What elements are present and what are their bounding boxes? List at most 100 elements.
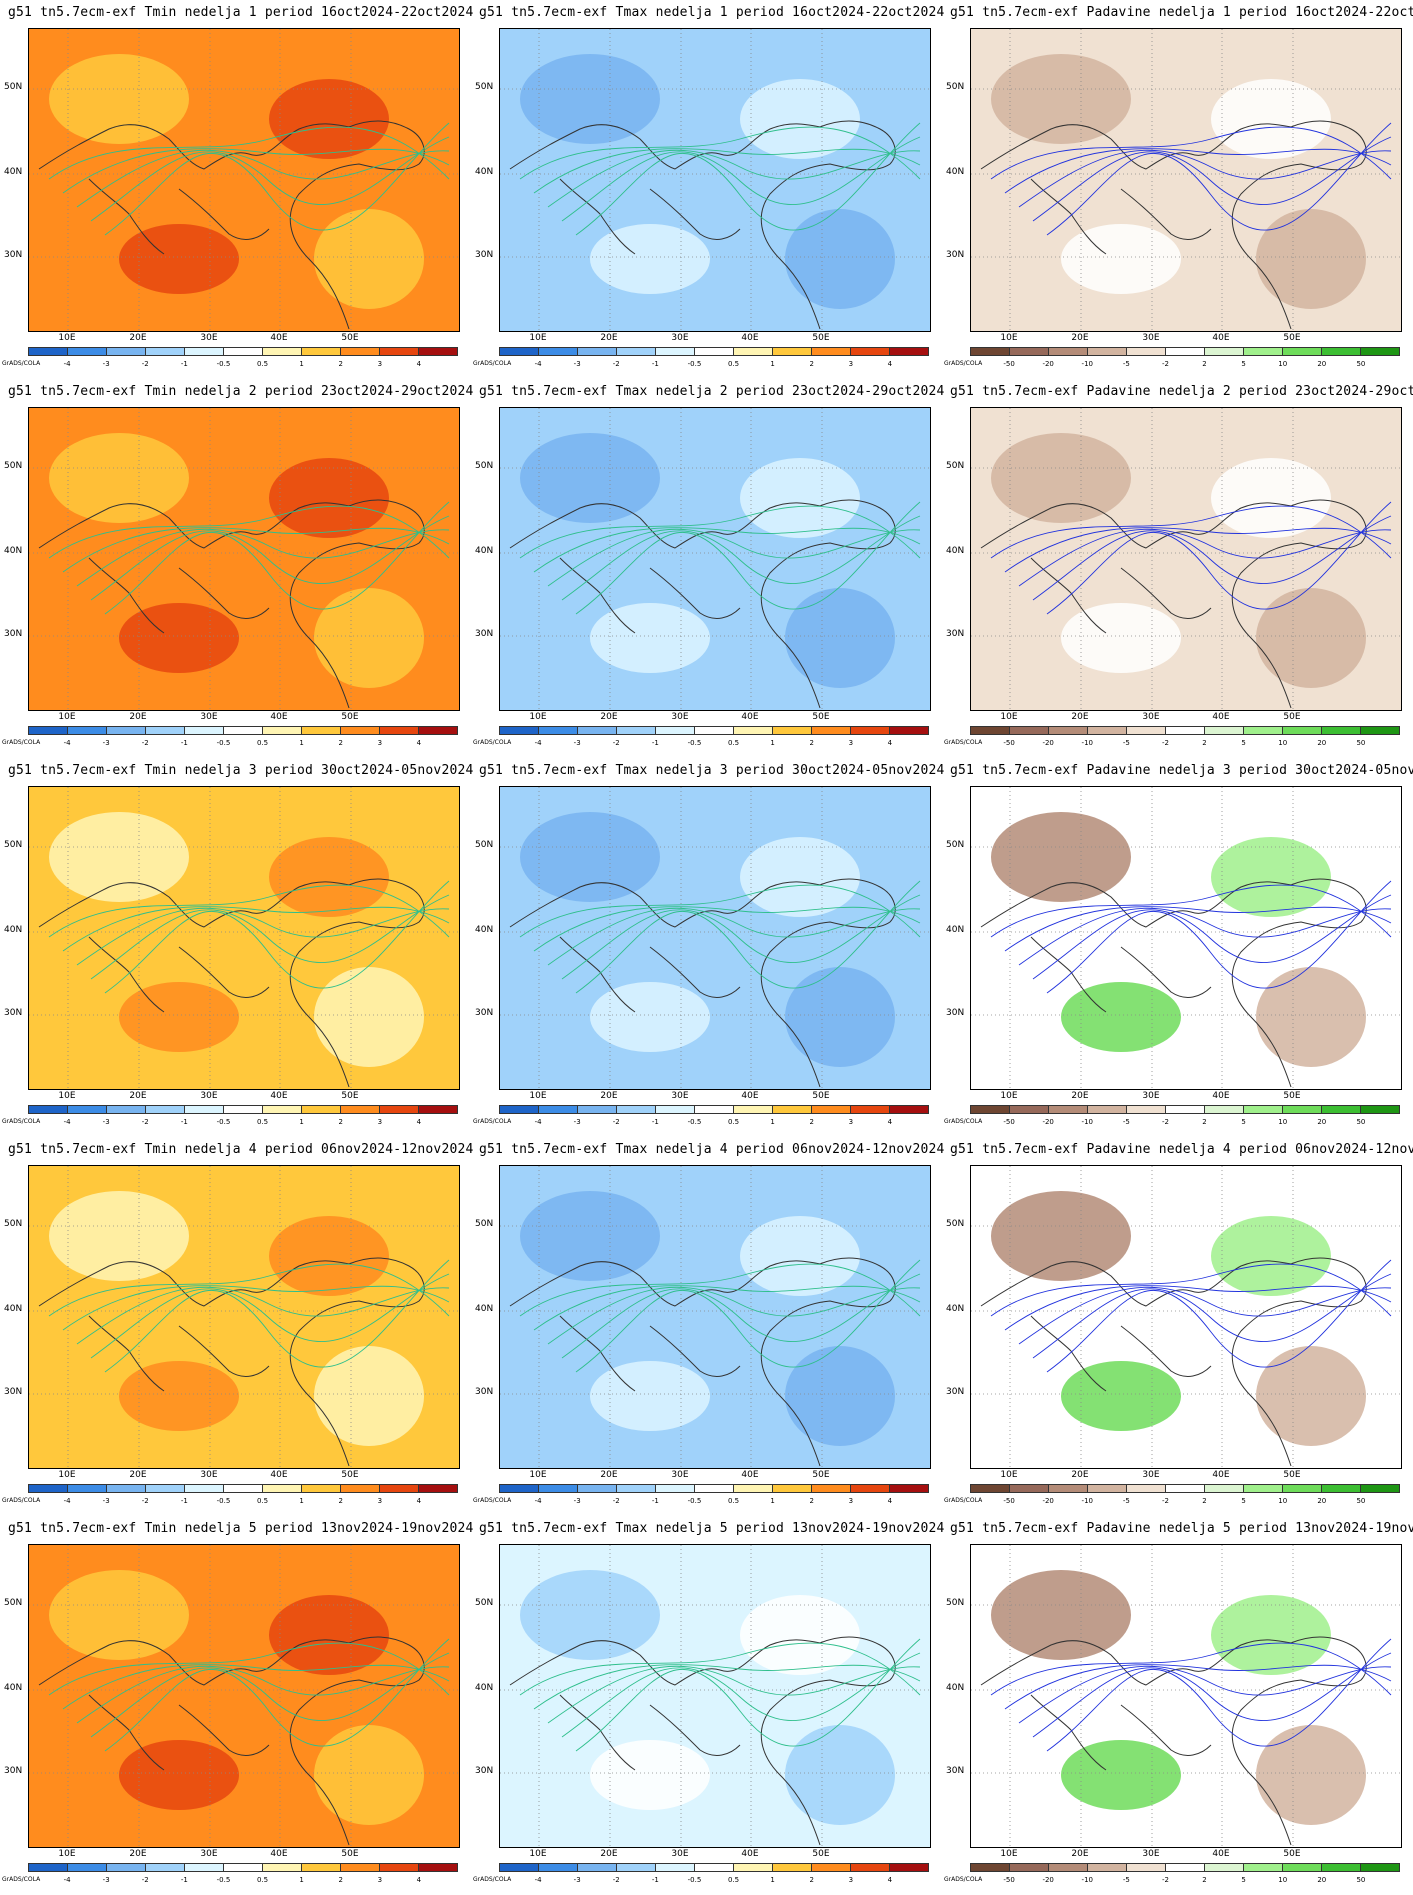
latitude-label: 50N bbox=[4, 461, 23, 471]
color-scale-tick: 2 bbox=[809, 739, 814, 747]
color-scale-tick: 4 bbox=[416, 739, 422, 747]
color-scale-swatch bbox=[1361, 1485, 1399, 1492]
contour-line bbox=[561, 515, 921, 601]
grads-credit: GrADS/COLA bbox=[2, 1497, 41, 1504]
color-scale-tick: -1 bbox=[180, 1876, 188, 1884]
anomaly-patch bbox=[269, 458, 389, 538]
color-scale-swatch bbox=[890, 1485, 928, 1492]
panel-title: g51 tn5.7ecm-exf Tmin nedelja 4 period 0… bbox=[8, 1142, 474, 1157]
color-scale-tick: 2 bbox=[809, 360, 814, 368]
panel-title: g51 tn5.7ecm-exf Tmax nedelja 4 period 0… bbox=[479, 1142, 945, 1157]
longitude-label: 50E bbox=[1283, 1849, 1301, 1859]
color-scale-tick: -4 bbox=[63, 1876, 71, 1884]
latitude-label: 40N bbox=[946, 1304, 965, 1314]
contour-line bbox=[1018, 1665, 1392, 1724]
color-scale-swatch bbox=[971, 348, 1010, 355]
latitude-label: 50N bbox=[946, 1598, 965, 1608]
map-overlay bbox=[500, 787, 930, 1089]
color-scale-tick: -50 bbox=[1003, 1876, 1015, 1884]
longitude-label: 50E bbox=[341, 1849, 359, 1859]
color-scale-tick: -3 bbox=[102, 1118, 110, 1126]
latitude-label: 50N bbox=[4, 1219, 23, 1229]
color-scale-tick: -10 bbox=[1081, 739, 1093, 747]
color-scale-swatch bbox=[851, 348, 890, 355]
color-scale-tick: -3 bbox=[102, 739, 110, 747]
color-scale-tick: 50 bbox=[1356, 1497, 1366, 1505]
color-scale-tick: -0.5 bbox=[687, 739, 702, 747]
color-scale-swatch bbox=[419, 1106, 457, 1113]
contour-line bbox=[575, 1638, 921, 1752]
color-scale-swatch bbox=[1049, 1106, 1088, 1113]
panel-title: g51 tn5.7ecm-exf Tmin nedelja 3 period 3… bbox=[8, 763, 474, 778]
anomaly-patch bbox=[1061, 1740, 1181, 1810]
longitude-label: 20E bbox=[129, 333, 147, 343]
color-scale-bar bbox=[28, 1863, 458, 1872]
anomaly-patch bbox=[119, 224, 239, 294]
color-scale-tick: -4 bbox=[534, 1876, 542, 1884]
color-scale-bar bbox=[28, 1105, 458, 1114]
color-scale-tick: 1 bbox=[299, 1876, 304, 1884]
color-scale-swatch bbox=[656, 1864, 695, 1871]
latitude-label: 50N bbox=[475, 840, 494, 850]
contour-line bbox=[1032, 136, 1392, 222]
color-scale-tick: -0.5 bbox=[216, 1876, 231, 1884]
contour-line bbox=[575, 880, 921, 994]
contour-line bbox=[561, 136, 921, 222]
map-overlay bbox=[500, 408, 930, 710]
anomaly-map bbox=[970, 1544, 1402, 1848]
color-scale-swatch bbox=[695, 727, 734, 734]
longitude-label: 40E bbox=[1212, 1470, 1230, 1480]
latitude-label: 50N bbox=[946, 1219, 965, 1229]
contour-line bbox=[90, 515, 450, 601]
contour-line bbox=[90, 136, 450, 222]
color-scale-bar bbox=[970, 1105, 1400, 1114]
color-scale-swatch bbox=[29, 1485, 68, 1492]
color-scale-tick: 4 bbox=[416, 1497, 422, 1505]
anomaly-patch bbox=[991, 812, 1131, 902]
color-scale-tick: 5 bbox=[1241, 1118, 1246, 1126]
color-scale-swatch bbox=[539, 1106, 578, 1113]
color-scale-swatch bbox=[971, 1485, 1010, 1492]
color-scale-swatch bbox=[1127, 348, 1166, 355]
color-scale-swatch bbox=[500, 1106, 539, 1113]
color-scale-swatch bbox=[1361, 1106, 1399, 1113]
color-scale-swatch bbox=[1166, 727, 1205, 734]
color-scale-swatch bbox=[68, 1485, 107, 1492]
color-scale-tick: 3 bbox=[377, 1118, 383, 1126]
color-scale-swatch bbox=[734, 1485, 773, 1492]
anomaly-patch bbox=[1256, 209, 1366, 309]
color-scale-swatch bbox=[146, 348, 185, 355]
grads-credit: GrADS/COLA bbox=[944, 1497, 983, 1504]
color-scale-bar bbox=[970, 1484, 1400, 1493]
latitude-label: 40N bbox=[475, 1304, 494, 1314]
forecast-panel: g51 tn5.7ecm-exf Padavine nedelja 4 peri… bbox=[942, 1137, 1413, 1516]
panel-title: g51 tn5.7ecm-exf Tmax nedelja 3 period 3… bbox=[479, 763, 945, 778]
contour-line bbox=[1018, 1286, 1392, 1345]
color-scale-tick: -2 bbox=[612, 360, 620, 368]
longitude-label: 30E bbox=[1142, 1470, 1160, 1480]
color-scale-swatch bbox=[890, 348, 928, 355]
anomaly-patch bbox=[785, 588, 895, 688]
latitude-label: 30N bbox=[475, 1387, 494, 1397]
color-scale-tick: 50 bbox=[1356, 1876, 1366, 1884]
color-scale-tick: 4 bbox=[887, 739, 893, 747]
color-scale-swatch bbox=[146, 1485, 185, 1492]
contour-line bbox=[76, 907, 450, 966]
panel-title: g51 tn5.7ecm-exf Tmin nedelja 5 period 1… bbox=[8, 1521, 474, 1536]
latitude-label: 30N bbox=[4, 629, 23, 639]
longitude-label: 30E bbox=[1142, 1091, 1160, 1101]
latitude-label: 40N bbox=[4, 546, 23, 556]
color-scale-tick: -0.5 bbox=[216, 1118, 231, 1126]
color-scale-swatch bbox=[734, 727, 773, 734]
color-scale-tick: 10 bbox=[1278, 1497, 1288, 1505]
color-scale-swatch bbox=[1283, 348, 1322, 355]
color-scale-tick: -50 bbox=[1003, 360, 1015, 368]
color-scale-swatch bbox=[341, 1864, 380, 1871]
color-scale-tick: -0.5 bbox=[687, 1497, 702, 1505]
color-scale-tick: -0.5 bbox=[687, 360, 702, 368]
color-scale-swatch bbox=[851, 727, 890, 734]
color-scale-swatch bbox=[812, 348, 851, 355]
anomaly-patch bbox=[1211, 1216, 1331, 1296]
anomaly-patch bbox=[1061, 224, 1181, 294]
color-scale-swatch bbox=[1049, 348, 1088, 355]
